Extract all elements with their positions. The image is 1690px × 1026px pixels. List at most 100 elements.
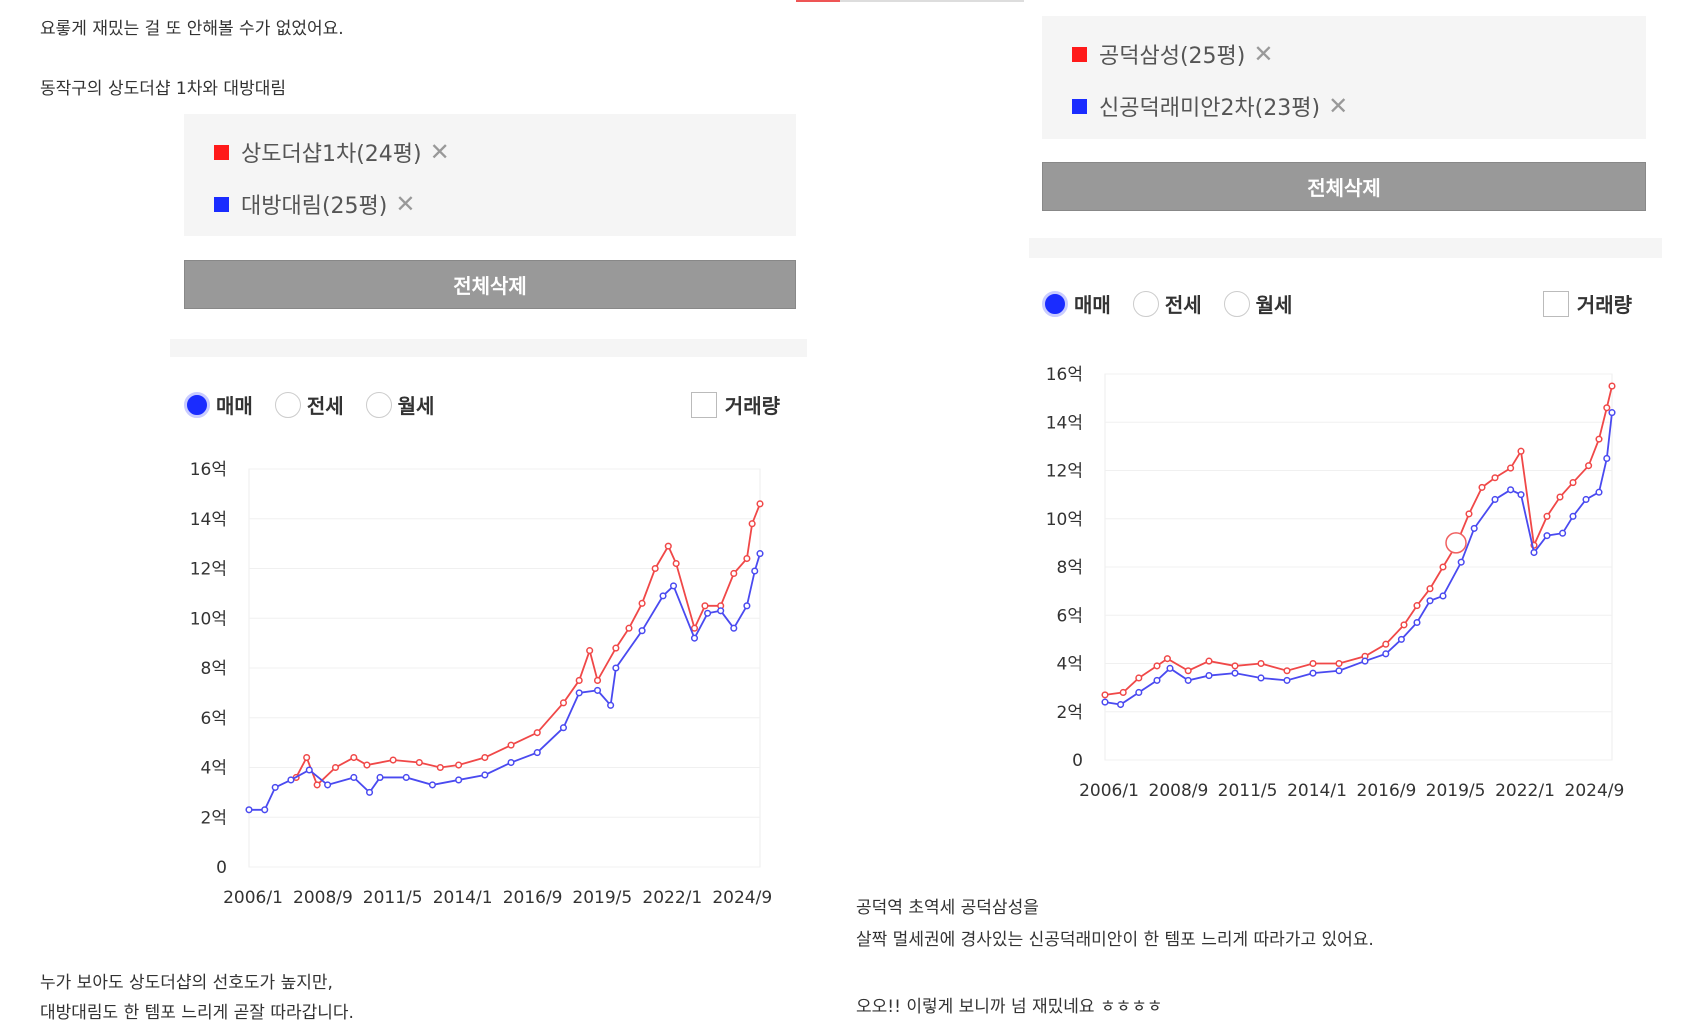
data-point [1163,655,1171,663]
delete-all-button[interactable]: 전체삭제 [1042,162,1646,211]
data-point [365,788,374,796]
checkbox-icon[interactable] [690,391,717,418]
legend-item: 신공덕래미안2차(23평) ✕ [1072,90,1348,122]
data-point [575,689,583,697]
data-point [1608,382,1616,390]
radio-sale[interactable]: 매매 [1042,289,1111,318]
radio-monthly-rent[interactable]: 월세 [365,390,435,419]
data-point [743,602,751,610]
data-point [287,776,295,784]
remove-icon[interactable]: ✕ [1328,92,1349,120]
blue-swatch-icon [1072,98,1087,114]
radio-label: 전세 [1164,293,1202,317]
remove-icon[interactable]: ✕ [395,190,416,218]
data-point [1507,464,1515,472]
data-point [507,758,515,767]
data-point [1470,524,1478,532]
data-point [1101,698,1109,706]
radio-checked-icon[interactable] [184,391,210,418]
data-point [1205,672,1213,680]
volume-checkbox[interactable]: 거래량 [1542,289,1632,318]
x-tick-label: 2011/5 [1218,781,1278,801]
delete-all-button[interactable]: 전체삭제 [184,260,796,309]
data-point [1205,657,1213,665]
data-point [659,592,667,600]
data-point [751,567,759,575]
radio-unchecked-icon[interactable] [365,391,392,418]
selected-apartments-list: 상도더샵1차(24평) ✕ 대방대림(25평) ✕ [184,114,796,236]
data-point [1119,688,1127,697]
data-point [1457,558,1465,566]
data-point [1439,592,1447,600]
data-point [1603,454,1611,462]
data-point [701,602,709,610]
data-point [1556,493,1564,501]
data-point [271,783,279,791]
data-point [331,763,340,772]
radio-unchecked-icon[interactable] [1132,290,1159,317]
data-point [559,724,568,732]
data-point [1543,532,1551,540]
data-point [730,624,738,632]
data-point [1426,585,1434,593]
volume-checkbox[interactable]: 거래량 [690,390,780,419]
data-point [1257,659,1265,668]
checkbox-icon[interactable] [1542,290,1569,317]
data-point [704,609,712,617]
data-point [748,520,756,528]
y-tick-label: 10억 [190,609,227,629]
data-point [1153,662,1161,670]
checkbox-label: 거래량 [724,394,780,418]
x-tick-label: 2024/9 [1565,781,1625,801]
data-point [303,754,311,762]
radio-sale[interactable]: 매매 [184,390,253,419]
y-tick-label: 10억 [1046,510,1083,530]
data-point [612,664,620,672]
y-tick-label: 16억 [190,460,227,480]
red-swatch-icon [1072,46,1087,62]
data-point [669,582,678,590]
deal-type-radio-group: 매매 전세 월세 거래량 [1042,289,1632,318]
remove-icon[interactable]: ✕ [1253,40,1274,68]
top-divider [840,0,1024,2]
radio-label: 월세 [397,394,435,418]
data-point [1166,664,1174,672]
data-point [625,624,633,632]
data-point [1335,659,1343,668]
x-tick-label: 2014/1 [433,888,493,908]
data-point [1530,548,1538,557]
radio-jeonse[interactable]: 전세 [274,390,344,419]
data-point [376,773,384,782]
radio-checked-icon[interactable] [1042,290,1068,317]
x-tick-label: 2022/1 [642,888,702,908]
y-tick-label: 12억 [190,560,227,580]
radio-jeonse[interactable]: 전세 [1132,289,1202,318]
radio-label: 전세 [306,394,344,418]
radio-monthly-rent[interactable]: 월세 [1223,289,1292,318]
data-point [575,676,583,684]
data-point [1543,512,1551,520]
data-point [1517,447,1525,455]
hover-point [1445,532,1467,554]
y-tick-label: 6억 [201,709,227,729]
selected-apartments-list: 공덕삼성(25평) ✕ 신공덕래미안2차(23평) ✕ [1042,16,1646,139]
data-point [1465,510,1473,518]
x-tick-label: 2019/5 [1426,781,1486,801]
y-tick-label: 2억 [1057,703,1083,723]
data-point [533,749,541,757]
radio-unchecked-icon[interactable] [1223,290,1250,317]
y-tick-label: 0 [1072,751,1083,771]
data-point [455,761,463,769]
data-point [1426,597,1434,605]
data-point [313,781,321,789]
data-point [593,686,602,694]
radio-unchecked-icon[interactable] [274,391,301,418]
data-point [1582,495,1590,503]
data-point [481,754,489,762]
outro-text-1: 공덕역 초역세 공덕삼성을 [856,898,1039,918]
data-point [1559,529,1567,537]
remove-icon[interactable]: ✕ [429,138,450,166]
checkbox-label: 거래량 [1576,293,1632,317]
outro-text-2: 살짝 멀세권에 경사있는 신공덕래미안이 한 템포 느리게 따라가고 있어요. [856,930,1374,950]
data-point [1603,404,1611,412]
